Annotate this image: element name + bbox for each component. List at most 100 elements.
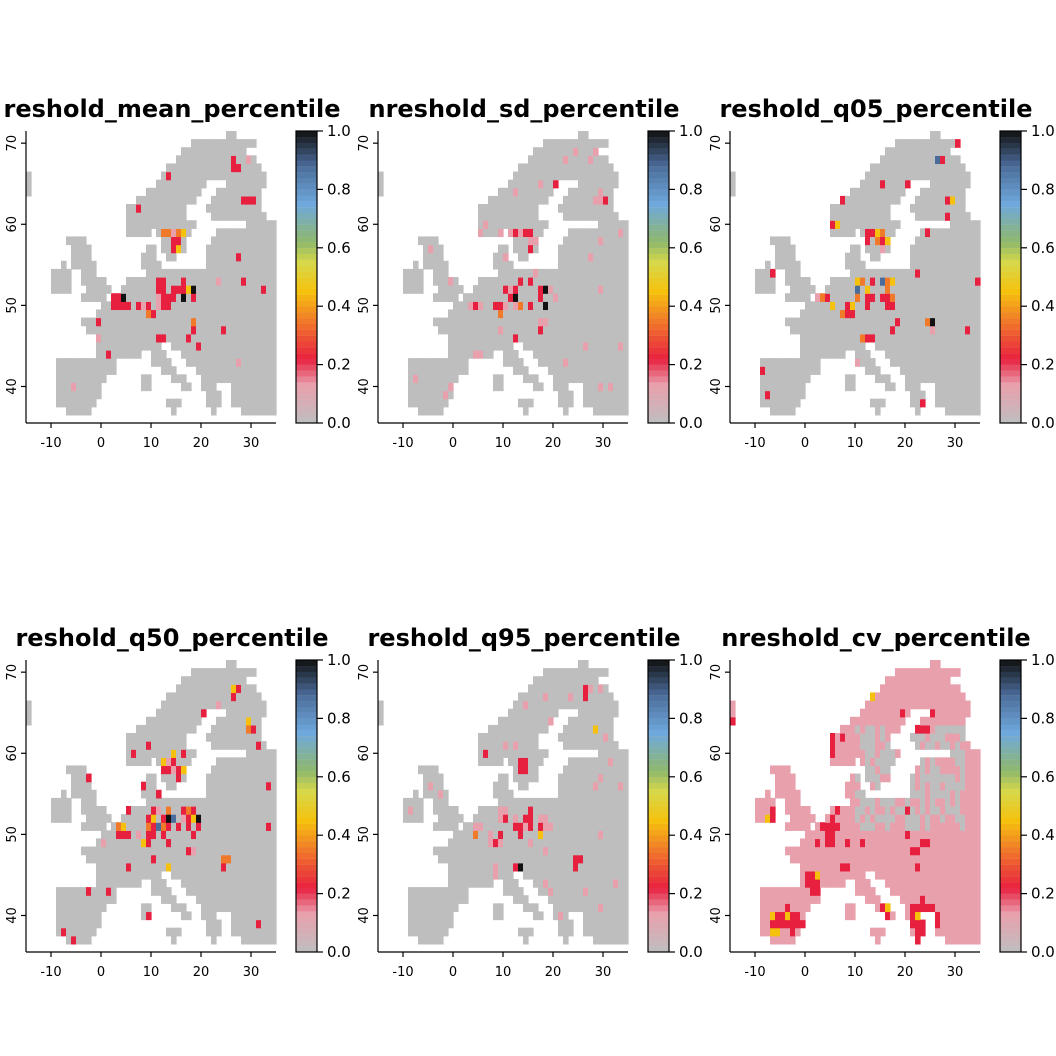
raster-cell [573, 724, 579, 734]
raster-cell [493, 301, 499, 311]
raster-cell [493, 325, 499, 335]
raster-cell [236, 854, 242, 864]
raster-cell [211, 406, 217, 416]
raster-cell [588, 838, 594, 848]
raster-cell [106, 301, 112, 311]
raster-cell [106, 879, 112, 888]
raster-cell [573, 325, 579, 335]
raster-cell [533, 333, 539, 343]
raster-cell [895, 341, 901, 351]
raster-cell [146, 187, 152, 197]
raster-cell [428, 789, 434, 799]
raster-cell [271, 789, 277, 799]
raster-cell [246, 317, 252, 327]
raster-cell [493, 854, 499, 864]
raster-cell [141, 325, 147, 335]
raster-cell [885, 309, 891, 319]
raster-cell [568, 781, 574, 791]
raster-cell [563, 398, 569, 408]
raster-cell [171, 341, 177, 351]
raster-cell [458, 366, 464, 375]
raster-cell [261, 220, 267, 229]
raster-cell [538, 333, 544, 343]
raster-cell [251, 700, 257, 710]
raster-cell [26, 179, 32, 189]
raster-cell [443, 927, 449, 937]
raster-cell [860, 228, 866, 238]
raster-cell [970, 325, 976, 335]
raster-cell [900, 293, 906, 302]
raster-cell [86, 911, 92, 921]
raster-cell [603, 903, 609, 913]
raster-cell [578, 155, 584, 165]
raster-cell [211, 195, 217, 205]
raster-cell [975, 260, 981, 270]
raster-cell [86, 358, 92, 367]
raster-cell [925, 317, 931, 327]
raster-cell [945, 204, 951, 213]
raster-cell [256, 895, 262, 904]
raster-cell [920, 325, 926, 335]
raster-cell [418, 390, 424, 400]
raster-cell [880, 374, 886, 384]
colorbar-tick-label: 0.2 [327, 885, 351, 903]
raster-cell [121, 862, 127, 872]
raster-cell [528, 733, 534, 742]
raster-cell [498, 285, 504, 294]
colorbar-tick-label: 0.4 [1031, 297, 1055, 315]
raster-cell [206, 309, 212, 319]
raster-cell [206, 870, 212, 880]
raster-cell [508, 268, 514, 278]
raster-cell [161, 749, 167, 758]
raster-cell [840, 325, 846, 335]
raster-cell [493, 757, 499, 767]
raster-cell [618, 374, 624, 384]
raster-cell [935, 131, 941, 140]
raster-cell [593, 366, 599, 375]
raster-cell [855, 341, 861, 351]
raster-cell [211, 268, 217, 278]
raster-cell [458, 838, 464, 848]
raster-cell [251, 236, 257, 246]
raster-cell [915, 350, 921, 359]
raster-cell [538, 285, 544, 294]
raster-cell [503, 846, 509, 856]
raster-cell [156, 277, 162, 286]
raster-cell [478, 741, 484, 750]
raster-cell [573, 830, 579, 840]
raster-cell [226, 179, 232, 189]
raster-cell [151, 333, 157, 343]
raster-cell [935, 236, 941, 246]
raster-cell [855, 277, 861, 286]
raster-cell [256, 757, 262, 767]
raster-cell [261, 879, 267, 888]
raster-cell [548, 830, 554, 840]
raster-cell [161, 846, 167, 856]
raster-cell [583, 350, 589, 359]
raster-cell [81, 236, 87, 246]
raster-cell [563, 895, 569, 904]
raster-cell [246, 927, 252, 937]
raster-cell [463, 366, 469, 375]
raster-cell [448, 870, 454, 880]
raster-cell [940, 309, 946, 319]
raster-cell [810, 341, 816, 351]
raster-cell [850, 309, 856, 319]
raster-cell [171, 724, 177, 734]
raster-cell [538, 846, 544, 856]
raster-cell [408, 895, 414, 904]
raster-cell [181, 757, 187, 767]
raster-cell [940, 179, 946, 189]
raster-cell [568, 268, 574, 278]
raster-cell [221, 171, 227, 181]
raster-cell [970, 220, 976, 229]
raster-cell [548, 341, 554, 351]
raster-cell [478, 333, 484, 343]
raster-cell [191, 350, 197, 359]
raster-cell [518, 741, 524, 750]
raster-cell [538, 179, 544, 189]
raster-cell [865, 179, 871, 189]
raster-cell [126, 749, 132, 758]
raster-cell [905, 366, 911, 375]
raster-cell [231, 830, 237, 840]
